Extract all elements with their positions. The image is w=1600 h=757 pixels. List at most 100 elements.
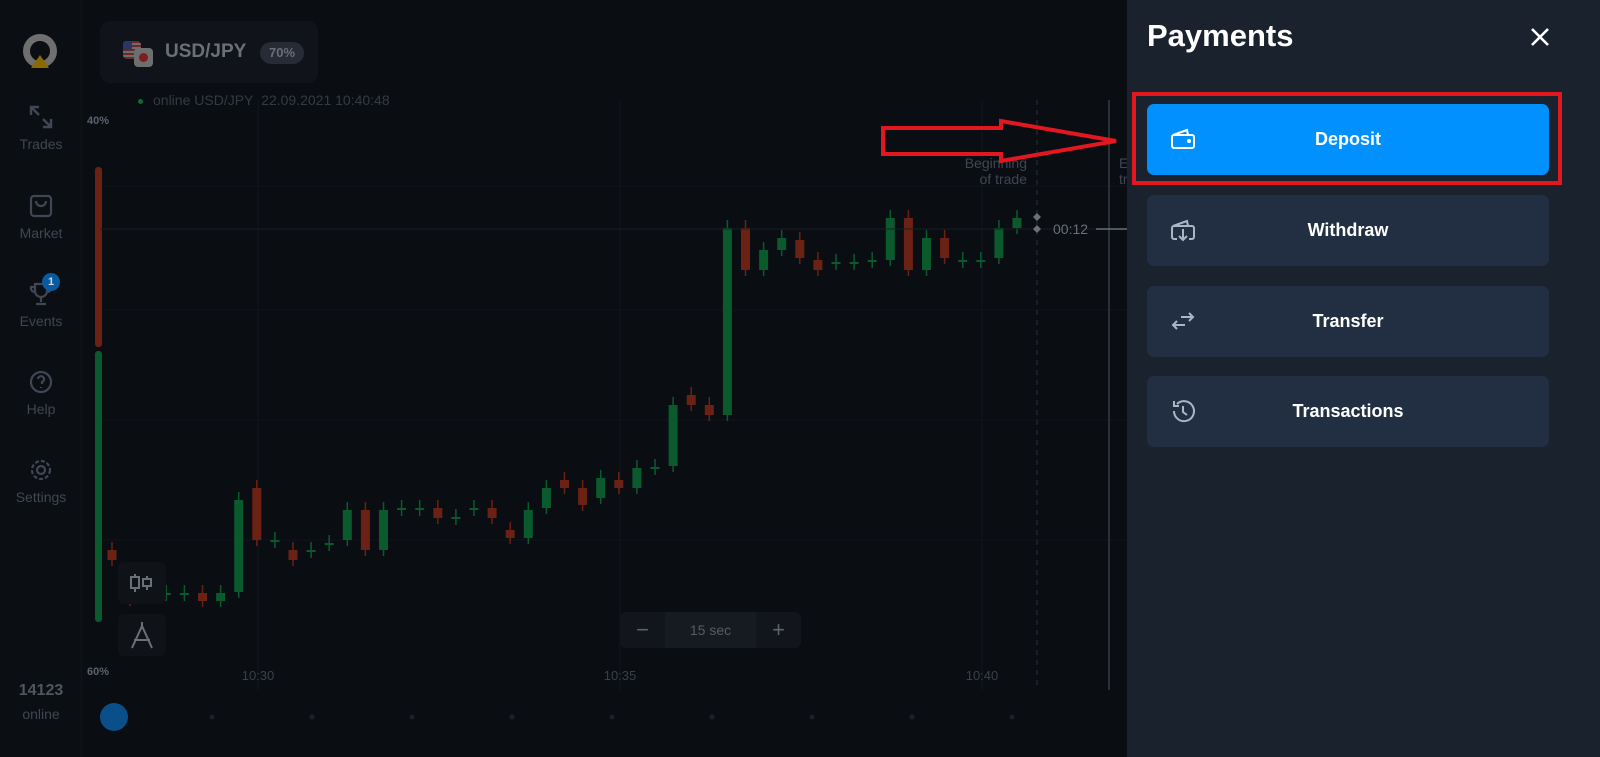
candle — [198, 593, 207, 601]
timeline-dot — [409, 714, 415, 720]
help-icon — [29, 370, 53, 394]
candle — [614, 480, 624, 488]
payout-badge: 70% — [260, 42, 304, 64]
candle — [560, 480, 569, 488]
candle — [487, 508, 497, 518]
candle — [342, 510, 352, 540]
candle — [903, 218, 913, 270]
zoom-out-button[interactable]: − — [636, 617, 649, 642]
candle — [922, 238, 931, 270]
status-datetime: 22.09.2021 10:40:48 — [261, 92, 390, 108]
sidebar-item-label: Events — [19, 313, 63, 329]
sidebar-item-settings[interactable]: Settings — [0, 457, 82, 505]
sidebar-item-label: Settings — [15, 489, 67, 505]
expiration-label: E — [1119, 155, 1127, 171]
candle — [867, 260, 877, 262]
shopping-bag-icon — [29, 194, 53, 218]
trade-marker-icon — [1033, 213, 1041, 233]
trades-arrows-icon — [29, 105, 53, 129]
warning-icon — [31, 55, 49, 68]
candle — [795, 240, 805, 258]
gear-icon — [30, 459, 52, 481]
sidebar-item-help[interactable]: Help — [0, 369, 82, 417]
sidebar: Trades Market 1 Events Help Settings 141… — [0, 0, 82, 757]
status-text: online USD/JPY — [153, 92, 254, 108]
button-label: Transfer — [1312, 311, 1384, 331]
candle — [777, 238, 787, 250]
online-dot-icon — [138, 98, 143, 104]
transfer-arrows-icon — [1171, 312, 1195, 330]
button-label: Withdraw — [1307, 220, 1389, 240]
chart-type-button[interactable] — [118, 562, 166, 604]
candle — [469, 508, 479, 510]
events-badge: 1 — [42, 273, 60, 291]
candle — [451, 517, 461, 519]
button-label: Transactions — [1292, 401, 1404, 421]
sidebar-item-label: Trades — [19, 136, 63, 152]
pointer-arrow-annotation — [881, 118, 1117, 164]
zoom-control: − 15 sec + — [620, 612, 801, 648]
close-icon[interactable] — [1527, 24, 1553, 50]
candle — [360, 510, 370, 550]
candle — [306, 550, 316, 552]
sentiment-top-label: 40% — [87, 115, 109, 127]
candle — [759, 250, 769, 270]
candle — [885, 218, 895, 260]
candle — [523, 510, 533, 538]
candle — [813, 260, 823, 270]
candle — [216, 593, 226, 601]
candle — [1012, 218, 1022, 228]
deposit-highlight-box — [1132, 92, 1562, 185]
timeline-dot — [609, 714, 615, 720]
timeline-dot — [809, 714, 815, 720]
candlestick-icon — [130, 574, 152, 592]
candle — [650, 467, 660, 469]
expiration-label: tr — [1119, 171, 1127, 187]
candle — [324, 543, 334, 545]
candle — [722, 228, 732, 415]
drawing-tools-button[interactable] — [118, 614, 166, 656]
sidebar-item-label: Market — [19, 225, 63, 241]
online-label: online — [22, 706, 60, 722]
candle — [668, 405, 678, 466]
candle — [397, 508, 407, 510]
sidebar-item-trades[interactable]: Trades — [0, 104, 82, 152]
transfer-button[interactable]: Transfer — [1147, 286, 1549, 357]
transactions-button[interactable]: Transactions — [1147, 376, 1549, 447]
timeline-dot — [209, 714, 215, 720]
candle — [976, 260, 986, 262]
candle — [415, 508, 425, 510]
japan-flag-icon — [134, 48, 153, 67]
asset-status: online USD/JPY 22.09.2021 10:40:48 — [138, 92, 390, 108]
candle — [379, 510, 388, 550]
candle — [107, 550, 117, 560]
zoom-in-button[interactable]: + — [772, 617, 785, 642]
candle — [831, 262, 841, 264]
sidebar-item-label: Help — [26, 401, 56, 417]
online-count: 14123 — [18, 682, 64, 699]
withdraw-button[interactable]: Withdraw — [1147, 195, 1549, 266]
candle — [252, 488, 262, 540]
sidebar-item-market[interactable]: Market — [0, 193, 82, 241]
sidebar-item-events[interactable]: 1 Events — [0, 273, 82, 329]
compass-icon — [131, 622, 153, 649]
trade-timer: 00:12 — [1053, 221, 1088, 237]
candle — [958, 260, 968, 262]
candle — [686, 395, 696, 405]
asset-selector[interactable]: USD/JPY 70% — [100, 21, 318, 83]
candle — [632, 468, 642, 488]
candle — [704, 405, 714, 415]
candle — [234, 500, 244, 592]
x-tick-label: 10:35 — [604, 668, 637, 683]
candle — [288, 550, 298, 560]
zoom-value: 15 sec — [665, 612, 756, 648]
candle — [433, 508, 443, 518]
candle — [940, 238, 950, 258]
timeline-dot — [509, 714, 515, 720]
candle — [541, 488, 551, 508]
candle — [849, 262, 859, 264]
history-icon — [1172, 400, 1195, 423]
deposit-button[interactable]: Deposit — [1147, 104, 1549, 175]
beginning-of-trade-label: of trade — [980, 171, 1028, 187]
